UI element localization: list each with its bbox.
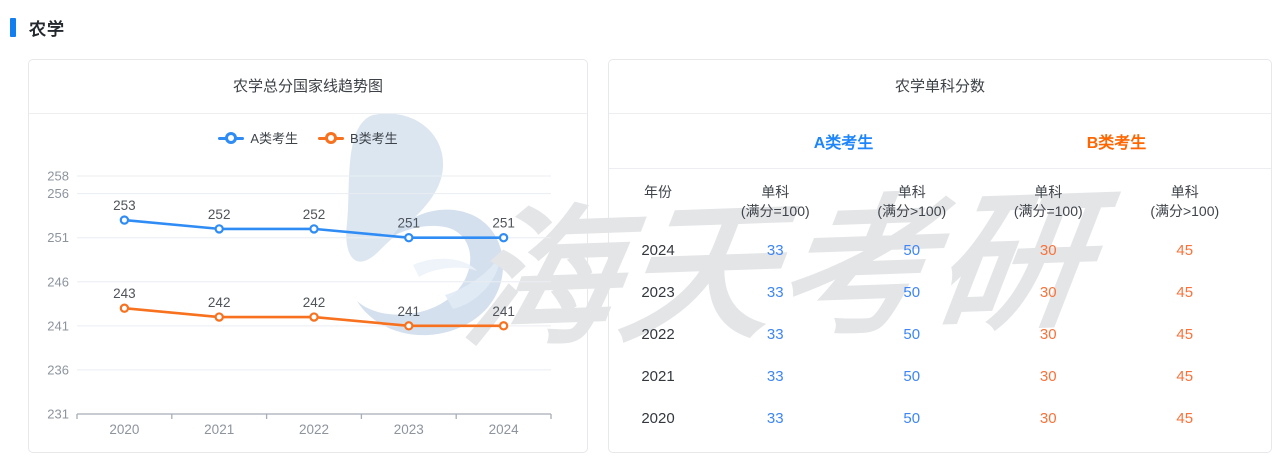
y-tick-label: 251 [47,230,69,245]
cell-b-subject-100: 30 [1039,325,1057,343]
x-tick-label: 2023 [394,422,424,437]
y-tick-label: 241 [47,318,69,333]
cell-year: 2021 [641,367,675,385]
score-table-panel: 农学单科分数 A类考生 B类考生 年份 单科 (满分=100) 单科 (满分>100) 单… [608,59,1272,453]
data-point-label: 251 [398,216,421,231]
cell-year: 2023 [641,283,675,301]
cell-b-subject-over100: 45 [1176,367,1194,385]
column-header-subject: 单科 (满分=100) [740,184,810,219]
data-point-label: 243 [113,286,136,301]
table-column-header-row: 年份 单科 (满分=100) 单科 (满分>100) 单科 (满分=100) 单科 (满分>10… [609,169,1271,229]
cell-b-subject-over100: 45 [1176,409,1194,427]
legend-item-a[interactable]: A类考生 [218,128,298,147]
y-tick-label: 258 [47,169,69,184]
column-header-subject: 单科 (满分>100) [1150,184,1220,219]
data-point [119,215,130,225]
data-point [498,321,509,331]
accent-bar-icon [10,18,16,37]
cell-b-subject-100: 30 [1039,367,1057,385]
chart-title: 农学总分国家线趋势图 [29,60,587,114]
trend-chart-panel: 农学总分国家线趋势图 A类考生 B类考生 231 236 241 246 251 256 25… [28,59,588,453]
data-point-label: 252 [303,207,326,222]
group-header-b: B类考生 [1086,135,1147,152]
chart-legend: A类考生 B类考生 [29,128,587,147]
cell-a-subject-100: 33 [766,325,784,343]
cell-a-subject-over100: 50 [903,241,921,259]
legend-line-circle-icon [318,131,344,144]
data-point-label: 251 [492,216,515,231]
column-header-subject: 单科 (满分>100) [877,184,947,219]
page-header: 农学 [10,15,65,40]
table-row: 2024 33 50 30 45 [609,229,1271,271]
y-tick-label: 246 [47,274,69,289]
data-point [498,233,509,243]
legend-item-b[interactable]: B类考生 [318,128,398,147]
legend-label: B类考生 [350,131,398,146]
data-point [309,312,319,322]
cell-b-subject-over100: 45 [1176,283,1194,301]
cell-a-subject-over100: 50 [903,409,921,427]
y-tick-label: 256 [47,186,69,201]
legend-line-circle-icon [218,131,245,144]
data-point [214,224,224,234]
x-tick-label: 2020 [109,422,139,437]
x-tick-label: 2021 [204,422,234,437]
table-group-header-row: A类考生 B类考生 [609,114,1271,169]
data-point [119,303,130,313]
data-point [404,233,414,243]
cell-a-subject-100: 33 [766,409,784,427]
table-body: 2024 33 50 30 45 2023 33 50 30 45 2022 33 50 30 45 2021… [609,229,1271,439]
table-title: 农学单科分数 [609,60,1271,114]
cell-b-subject-over100: 45 [1176,241,1194,259]
cell-b-subject-100: 30 [1039,283,1057,301]
table-row: 2020 33 50 30 45 [609,397,1271,439]
data-point-label: 241 [492,304,515,319]
data-point-label: 252 [208,207,231,222]
column-header-subject: 单科 (满分=100) [1013,184,1083,219]
cell-a-subject-100: 33 [766,367,784,385]
column-header-year: 年份 [644,184,672,200]
cell-a-subject-over100: 50 [903,367,921,385]
y-tick-label: 236 [47,362,69,377]
group-header-a: A类考生 [813,135,874,152]
cell-b-subject-over100: 45 [1176,325,1194,343]
y-tick-label: 231 [47,407,69,422]
x-tick-label: 2022 [299,422,329,437]
cell-year: 2022 [641,325,675,343]
cell-year: 2020 [641,409,675,427]
cell-a-subject-100: 33 [766,241,784,259]
table-row: 2021 33 50 30 45 [609,355,1271,397]
cell-a-subject-100: 33 [766,283,784,301]
data-point [309,224,319,234]
page-title: 农学 [29,20,65,39]
legend-label: A类考生 [250,131,298,146]
trend-chart-svg: 231 236 241 246 251 256 258 2020 2021 2022 2023 202… [47,169,552,437]
data-point [404,321,414,331]
x-tick-label: 2024 [489,422,520,437]
table-row: 2023 33 50 30 45 [609,271,1271,313]
data-point-label: 242 [303,295,326,310]
cell-a-subject-over100: 50 [903,283,921,301]
cell-a-subject-over100: 50 [903,325,921,343]
cell-b-subject-100: 30 [1039,409,1057,427]
data-point [214,312,224,322]
data-point-label: 242 [208,295,231,310]
cell-b-subject-100: 30 [1039,241,1057,259]
table-row: 2022 33 50 30 45 [609,313,1271,355]
cell-year: 2024 [641,241,675,259]
data-point-label: 241 [398,304,421,319]
data-point-label: 253 [113,198,136,213]
